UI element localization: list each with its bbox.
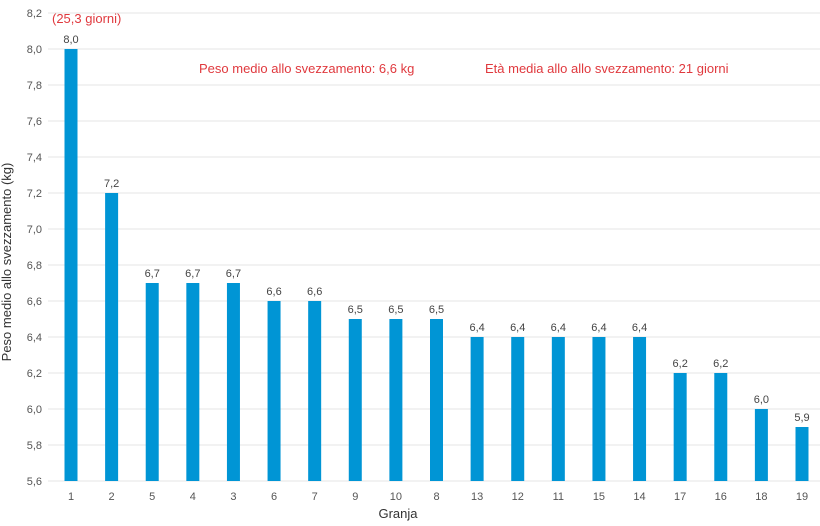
y-tick-label: 6,4 — [27, 332, 42, 344]
y-axis-label: Peso medio allo svezzamento (kg) — [0, 163, 14, 362]
bar — [226, 283, 240, 481]
y-tick-label: 7,0 — [27, 224, 42, 236]
x-tick-label: 6 — [271, 491, 277, 503]
bar — [511, 337, 525, 481]
bar — [430, 319, 443, 481]
bar — [795, 427, 809, 481]
x-tick-label: 11 — [553, 491, 564, 503]
data-label: 6,7 — [185, 268, 200, 280]
data-label: 8,0 — [63, 34, 78, 46]
bar — [64, 49, 78, 481]
data-label: 6,7 — [226, 268, 241, 280]
bar — [267, 301, 281, 481]
data-label: 5,9 — [794, 412, 809, 424]
data-label: 6,6 — [266, 286, 281, 298]
y-tick-label: 5,8 — [27, 440, 42, 452]
x-tick-label: 5 — [149, 491, 155, 503]
avg-age-annotation: Età media allo allo svezzamento: 21 gior… — [485, 61, 729, 76]
bar — [308, 301, 322, 481]
bar — [673, 373, 687, 481]
x-tick-label: 1 — [68, 491, 74, 503]
avg-weight-annotation: Peso medio allo svezzamento: 6,6 kg — [199, 61, 414, 76]
data-label: 6,4 — [551, 322, 566, 334]
data-label: 6,2 — [673, 358, 688, 370]
bar — [633, 337, 647, 481]
data-label: 6,5 — [348, 304, 363, 316]
x-tick-label: 17 — [674, 491, 686, 503]
data-label: 6,4 — [469, 322, 484, 334]
bar — [592, 337, 606, 481]
y-tick-label: 7,2 — [27, 188, 42, 200]
y-tick-label: 8,2 — [27, 8, 42, 20]
data-label: 6,4 — [591, 322, 606, 334]
x-tick-label: 12 — [512, 491, 524, 503]
bar — [754, 409, 768, 481]
x-axis-label: Granja — [378, 506, 418, 521]
data-label: 7,2 — [104, 178, 119, 190]
y-tick-label: 6,0 — [27, 404, 42, 416]
y-tick-label: 6,8 — [27, 260, 42, 272]
data-label: 6,0 — [754, 394, 769, 406]
y-tick-label: 6,2 — [27, 368, 42, 380]
data-label: 6,4 — [510, 322, 525, 334]
data-label: 6,2 — [713, 358, 728, 370]
x-tick-label: 9 — [352, 491, 358, 503]
bar — [105, 193, 119, 481]
data-label: 6,4 — [632, 322, 647, 334]
data-label: 6,7 — [145, 268, 160, 280]
first-bar-annotation: (25,3 giorni) — [52, 11, 121, 26]
x-tick-label: 14 — [633, 491, 645, 503]
x-tick-label: 18 — [755, 491, 767, 503]
y-tick-label: 5,6 — [27, 476, 42, 488]
x-tick-label: 3 — [230, 491, 236, 503]
bar — [470, 337, 484, 481]
y-tick-label: 7,4 — [27, 152, 42, 164]
x-tick-label: 15 — [593, 491, 605, 503]
data-label: 6,5 — [429, 304, 444, 316]
y-tick-label: 7,8 — [27, 80, 42, 92]
x-tick-label: 10 — [390, 491, 402, 503]
bar — [186, 283, 200, 481]
x-tick-label: 19 — [796, 491, 808, 503]
data-label: 6,6 — [307, 286, 322, 298]
x-tick-label: 2 — [109, 491, 115, 503]
bar — [389, 319, 403, 481]
x-tick-label: 7 — [312, 491, 318, 503]
x-tick-label: 4 — [190, 491, 196, 503]
y-tick-label: 7,6 — [27, 116, 42, 128]
y-tick-label: 6,6 — [27, 296, 42, 308]
y-tick-label: 8,0 — [27, 44, 42, 56]
x-tick-label: 13 — [471, 491, 483, 503]
data-label: 6,5 — [388, 304, 403, 316]
bar — [551, 337, 565, 481]
bar — [348, 319, 362, 481]
x-tick-label: 16 — [715, 491, 727, 503]
bar — [714, 373, 728, 481]
bar — [145, 283, 159, 481]
x-tick-label: 8 — [433, 491, 439, 503]
